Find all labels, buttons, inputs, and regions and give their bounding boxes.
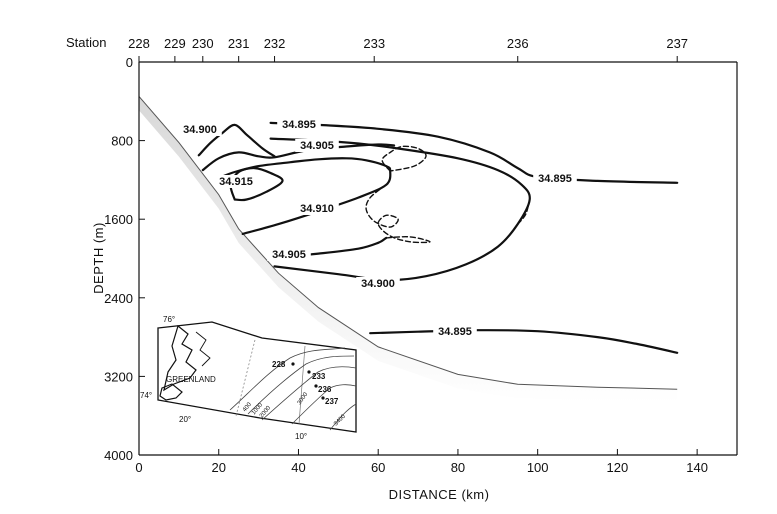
inset-map-label: 74° [140,391,152,400]
contour-label: 34.895 [438,326,472,338]
contour-label-bg [277,118,321,131]
station-axis-label: Station [66,35,106,50]
inset-station-label: 228 [272,360,286,369]
contour-label-bg [267,248,311,261]
station-tick-label: 229 [164,36,186,51]
contour-line [217,157,392,235]
salinity-contours: 34.900 34.895 34.905 34.915 34.910 34.905 34.9… [178,118,679,354]
station-tick-label: 236 [507,36,529,51]
contour-label: 34.895 [282,119,316,131]
bathy-400 [229,347,346,411]
greenland-coast-south [159,383,183,401]
station-tick-label: 232 [264,36,286,51]
x-axis-title: DISTANCE (km) [389,487,490,502]
greenland-coast-north [163,324,197,392]
x-tick-label: 20 [211,460,225,475]
station-tick-label: 237 [666,36,688,51]
station-tick-label: 230 [192,36,214,51]
x-tick-label: 120 [607,460,629,475]
greenland-fjord [195,331,211,367]
x-tick-label: 100 [527,460,549,475]
contour-label-bg [356,277,400,290]
seabed-layer [138,96,678,404]
contour-line-dashed [365,184,431,244]
y-tick-label: 800 [111,134,133,149]
station-tick-label: 233 [363,36,385,51]
x-tick-label: 60 [371,460,385,475]
inset-station-dot [291,362,295,366]
inset-station-label: 237 [325,397,339,406]
y-tick-label: 2400 [104,291,133,306]
y-tick-label: 4000 [104,448,133,463]
contour-label: 34.905 [300,140,334,152]
y-tick-label: 1600 [104,212,133,227]
meridian-20 [235,339,256,417]
inset-bathy-label: 400 [242,401,253,413]
station-tick-label: 231 [228,36,250,51]
y-tick-label: 0 [126,55,133,70]
contour-line-dashed [517,198,531,225]
bathy-3000 [291,384,357,425]
axis-ticks: 0 20 40 60 80 100 120 140 0 800 1600 2400 3200 4000 22… [104,36,708,475]
contour-label: 34.915 [219,176,253,188]
contour-label-bg [533,172,577,185]
inset-map-label: 10° [295,432,307,441]
contour-line [269,121,679,184]
inset-station-dot [307,370,311,374]
contour-label: 34.910 [300,203,334,215]
contour-label-bg [178,123,222,136]
contour-label: 34.905 [272,249,306,261]
contour-label-bg [295,139,339,152]
contour-label: 34.900 [361,278,395,290]
contour-line-dashed [381,145,427,172]
inset-map-label: 76° [163,315,175,324]
seabed-profile-line [138,96,678,390]
contour-line [197,123,276,158]
inset-location-map: 22823323623776°74°20°10°GREENLAND4001000… [140,315,357,441]
inset-station-dot [314,384,318,388]
bathy-3400 [329,403,357,431]
contour-label-bg [214,175,258,188]
bathy-1000 [247,355,355,415]
inset-map-label: 20° [179,415,191,424]
plot-frame [138,61,738,456]
station-tick-label: 228 [128,36,150,51]
y-axis-title: DEPTH (m) [91,222,106,294]
contour-label: 34.900 [183,124,217,136]
inset-station-label: 236 [318,385,332,394]
contour-label: 34.895 [538,173,572,185]
y-tick-label: 3200 [104,369,133,384]
x-tick-label: 40 [291,460,305,475]
x-tick-label: 80 [451,460,465,475]
bathy-2000 [261,366,357,421]
seabed-shading [139,96,678,404]
inset-station-dot [321,396,325,400]
contour-label-bg [295,202,339,215]
x-tick-label: 0 [135,460,142,475]
inset-frame [157,321,357,433]
x-tick-label: 140 [686,460,708,475]
inset-map-label: GREENLAND [166,375,216,384]
contour-label-bg [433,325,477,338]
contour-line [369,329,679,354]
inset-station-label: 233 [312,372,326,381]
